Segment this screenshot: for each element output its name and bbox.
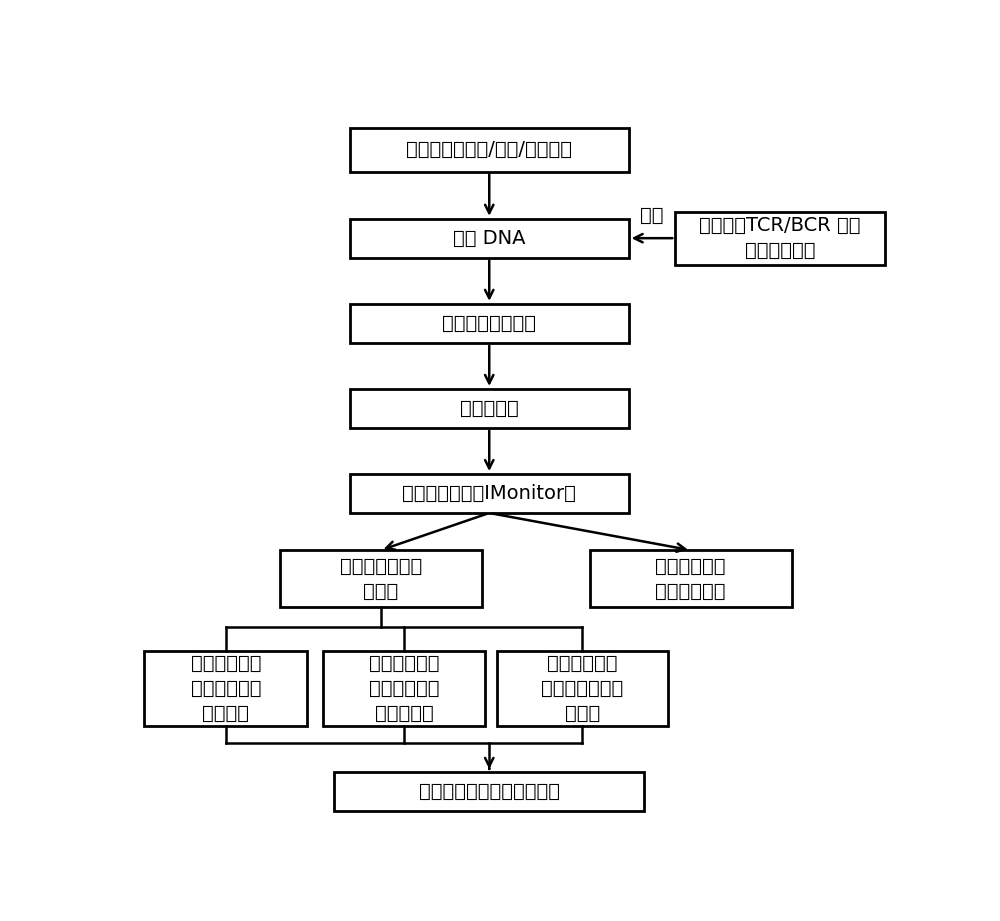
Text: 高通量测序: 高通量测序 <box>460 399 519 418</box>
Text: 人工合成TCR/BCR 模版
（内标序列）: 人工合成TCR/BCR 模版 （内标序列） <box>699 216 861 260</box>
Text: 基本信息分析（IMonitor）: 基本信息分析（IMonitor） <box>402 484 576 503</box>
Bar <box>350 474 629 513</box>
Bar <box>350 389 629 428</box>
Text: 微小残留细胞
克隆测序错误
相关序列: 微小残留细胞 克隆测序错误 相关序列 <box>190 654 261 723</box>
Bar <box>350 304 629 343</box>
Text: 最终微小残留细胞克隆含量: 最终微小残留细胞克隆含量 <box>419 782 560 801</box>
Text: 利用合成模版
确定扩增倍数: 利用合成模版 确定扩增倍数 <box>656 556 726 600</box>
Bar <box>350 127 629 171</box>
Text: 待测样本（血液/组织/骨髓等）: 待测样本（血液/组织/骨髓等） <box>406 140 572 159</box>
Bar <box>280 550 482 607</box>
Text: 免疫组库技术建库: 免疫组库技术建库 <box>442 314 536 332</box>
Bar <box>590 550 792 607</box>
Text: 鉴定微小残留细
胞克隆: 鉴定微小残留细 胞克隆 <box>340 556 422 600</box>
Text: 微小残留细克
隆增殖中图突变
的序列: 微小残留细克 隆增殖中图突变 的序列 <box>541 654 623 723</box>
Text: 提取 DNA: 提取 DNA <box>453 228 526 248</box>
Bar <box>497 651 668 726</box>
Bar <box>675 212 885 264</box>
Text: 加入: 加入 <box>640 206 664 226</box>
Bar <box>144 651 307 726</box>
Bar <box>334 772 644 810</box>
Bar <box>350 218 629 258</box>
Bar <box>323 651 485 726</box>
Text: 微小残留细胞
克隆进行二次
重排的序列: 微小残留细胞 克隆进行二次 重排的序列 <box>369 654 439 723</box>
